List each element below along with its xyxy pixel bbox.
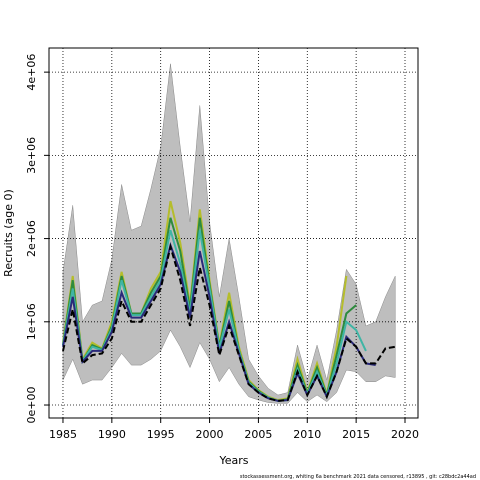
x-tick-label: 2015 — [342, 428, 370, 441]
y-tick-label: 3e+06 — [25, 137, 38, 174]
y-tick-label: 0e+00 — [25, 387, 38, 424]
x-tick-label: 2010 — [293, 428, 321, 441]
confidence-band — [62, 63, 396, 404]
x-tick-label: 2000 — [196, 428, 224, 441]
x-tick-label: 1990 — [98, 428, 126, 441]
x-tick-label: 2005 — [244, 428, 272, 441]
x-tick-label: 1995 — [147, 428, 175, 441]
y-tick-label: 1e+06 — [25, 303, 38, 340]
series-line — [62, 242, 396, 402]
footer: stockassessment.org, whiting 6a benchmar… — [240, 474, 476, 480]
y-axis-label: Recruits (age 0) — [2, 189, 15, 277]
plot-frame — [48, 47, 419, 419]
series-line — [61, 229, 367, 402]
x-tick-label: 2020 — [391, 428, 419, 441]
x-tick-label: 1985 — [49, 428, 77, 441]
y-tick-label: 2e+06 — [25, 220, 38, 257]
x-axis-label: Years — [218, 454, 248, 467]
y-tick-label: 4e+06 — [25, 54, 38, 91]
